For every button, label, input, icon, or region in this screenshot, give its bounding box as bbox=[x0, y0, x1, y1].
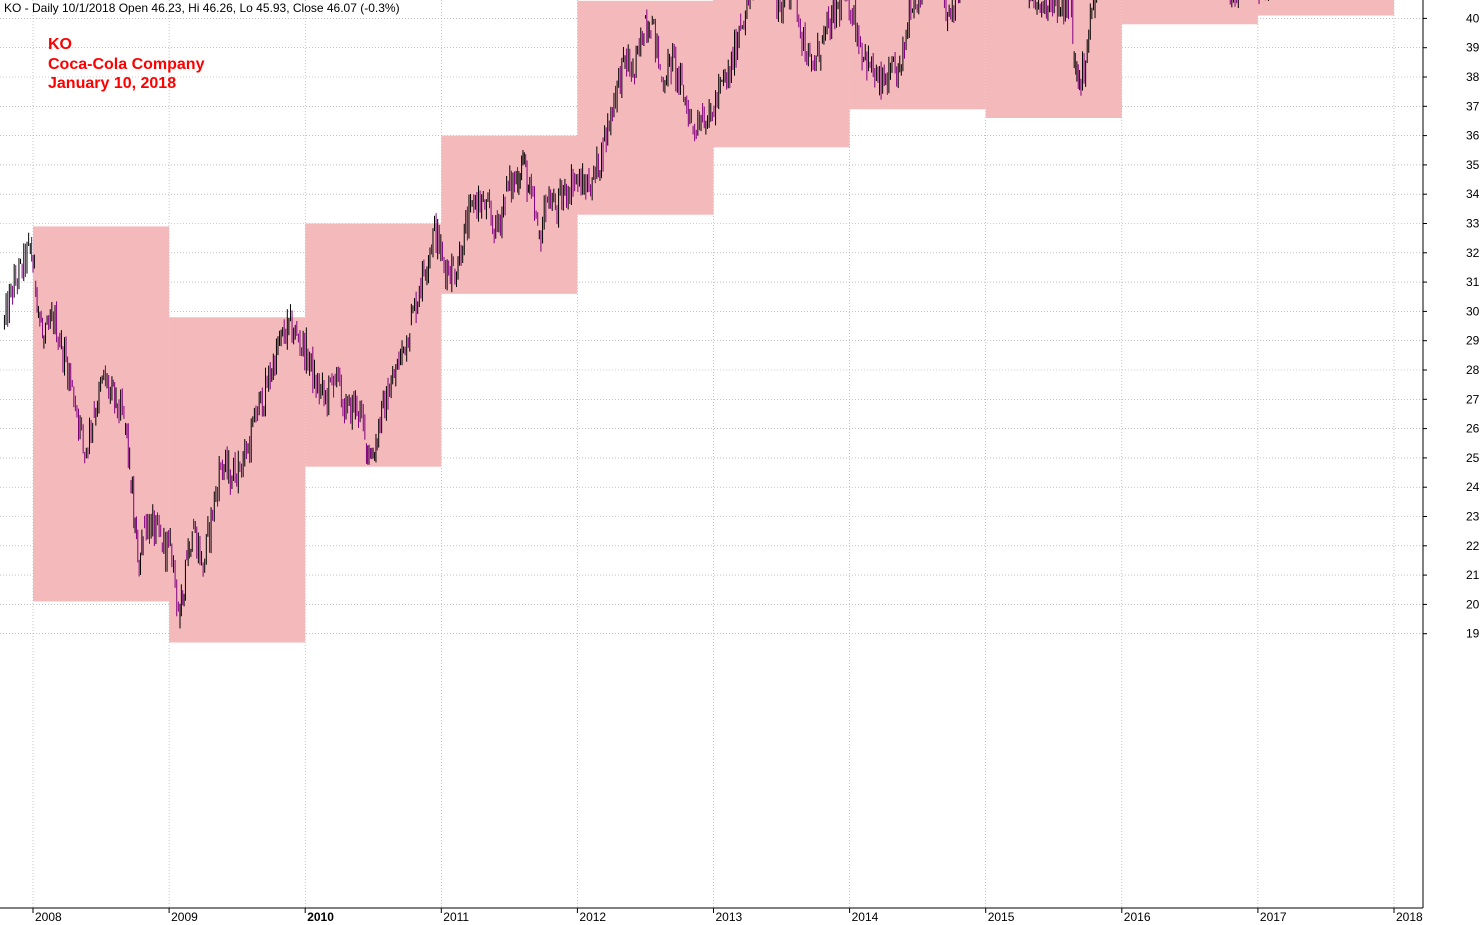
y-tick-label: 33 bbox=[1466, 217, 1480, 231]
range-box-2011 bbox=[441, 135, 578, 294]
x-tick-label: 2011 bbox=[443, 910, 469, 924]
y-tick-label: 30 bbox=[1466, 304, 1480, 318]
y-tick-label: 38 bbox=[1466, 70, 1480, 84]
range-box-2014 bbox=[849, 0, 986, 110]
range-box-2012 bbox=[577, 0, 714, 215]
x-tick-label: 2008 bbox=[35, 910, 62, 924]
y-tick-label: 39 bbox=[1466, 41, 1480, 55]
annotation-date: January 10, 2018 bbox=[48, 75, 177, 92]
y-tick-label: 20 bbox=[1466, 597, 1480, 611]
x-tick-label: 2012 bbox=[579, 910, 606, 924]
y-tick-label: 23 bbox=[1466, 510, 1480, 524]
y-tick-label: 26 bbox=[1466, 422, 1480, 436]
y-tick-label: 25 bbox=[1466, 451, 1480, 465]
x-tick-label: 2010 bbox=[307, 910, 334, 924]
y-tick-label: 19 bbox=[1466, 627, 1480, 641]
x-tick-label: 2009 bbox=[171, 910, 198, 924]
y-tick-label: 24 bbox=[1466, 480, 1480, 494]
y-tick-label: 28 bbox=[1466, 363, 1480, 377]
x-tick-label: 2014 bbox=[852, 910, 879, 924]
range-box-2017 bbox=[1257, 0, 1394, 16]
y-tick-label: 21 bbox=[1466, 568, 1480, 582]
y-tick-label: 31 bbox=[1466, 275, 1480, 289]
range-box-2008 bbox=[33, 226, 170, 602]
y-tick-label: 32 bbox=[1466, 246, 1480, 260]
y-tick-label: 35 bbox=[1466, 158, 1480, 172]
y-tick-label: 36 bbox=[1466, 129, 1480, 143]
y-tick-label: 40 bbox=[1466, 11, 1480, 25]
y-tick-label: 37 bbox=[1466, 99, 1480, 113]
annotation-ticker: KO bbox=[48, 36, 72, 53]
y-tick-label: 22 bbox=[1466, 539, 1480, 553]
y-tick-label: 29 bbox=[1466, 334, 1480, 348]
y-tick-label: 34 bbox=[1466, 187, 1480, 201]
annotation-company: Coca-Cola Company bbox=[48, 56, 205, 73]
range-box-2016 bbox=[1121, 0, 1258, 25]
range-box-2010 bbox=[305, 223, 442, 467]
x-tick-label: 2017 bbox=[1260, 910, 1287, 924]
x-tick-label: 2018 bbox=[1396, 910, 1423, 924]
range-box-2015 bbox=[985, 0, 1122, 119]
x-tick-label: 2013 bbox=[716, 910, 743, 924]
x-tick-label: 2015 bbox=[988, 910, 1015, 924]
y-tick-label: 27 bbox=[1466, 392, 1480, 406]
price-series bbox=[3, 0, 1269, 629]
x-tick-label: 2016 bbox=[1124, 910, 1151, 924]
chart-header: KO - Daily 10/1/2018 Open 46.23, Hi 46.2… bbox=[4, 1, 400, 15]
